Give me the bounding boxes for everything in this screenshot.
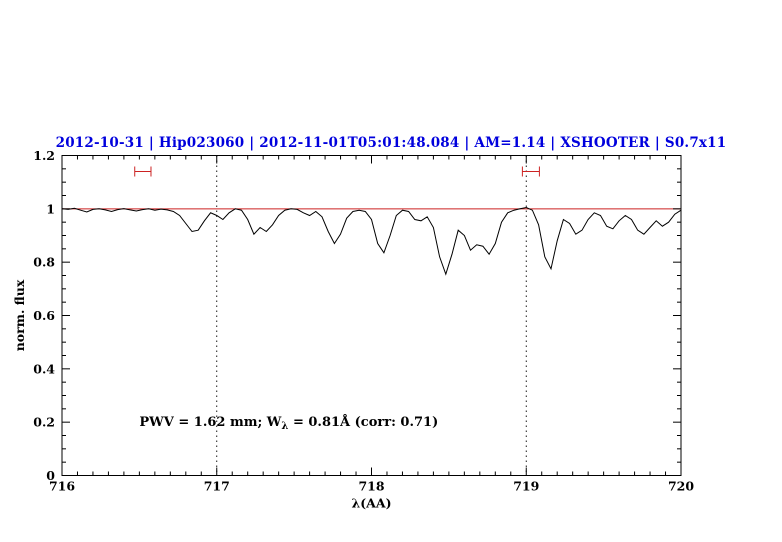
x-tick-label-718: 718 (358, 479, 384, 494)
pwv-annotation: PWV = 1.62 mm; Wλ = 0.81Å (corr: 0.71) (139, 414, 438, 432)
y-tick-label-0.2: 0.2 (33, 415, 55, 430)
y-tick-label-1: 1 (46, 201, 55, 216)
axis-ticks (61, 155, 682, 476)
x-tick-label-719: 719 (513, 479, 539, 494)
y-tick-label-0.4: 0.4 (33, 361, 55, 376)
errorbar-1 (134, 166, 152, 177)
y-tick-label-0.6: 0.6 (33, 308, 55, 323)
y-tick-label-0.8: 0.8 (33, 255, 55, 270)
spectrum-line (61, 206, 682, 276)
x-axis-label: λ(AA) (352, 496, 392, 511)
pwv-band-markers (134, 166, 540, 177)
plot-title: 2012-10-31 | Hip023060 | 2012-11-01T05:0… (55, 135, 727, 151)
x-tick-label-716: 716 (49, 479, 75, 494)
x-tick-label-720: 720 (668, 479, 694, 494)
y-axis-label: norm. flux (12, 279, 27, 351)
y-tick-label-1.2: 1.2 (33, 148, 55, 163)
x-tick-label-717: 717 (204, 479, 230, 494)
y-tick-label-0: 0 (46, 468, 55, 483)
errorbar-2 (521, 166, 540, 177)
reference-vlines (216, 155, 527, 476)
